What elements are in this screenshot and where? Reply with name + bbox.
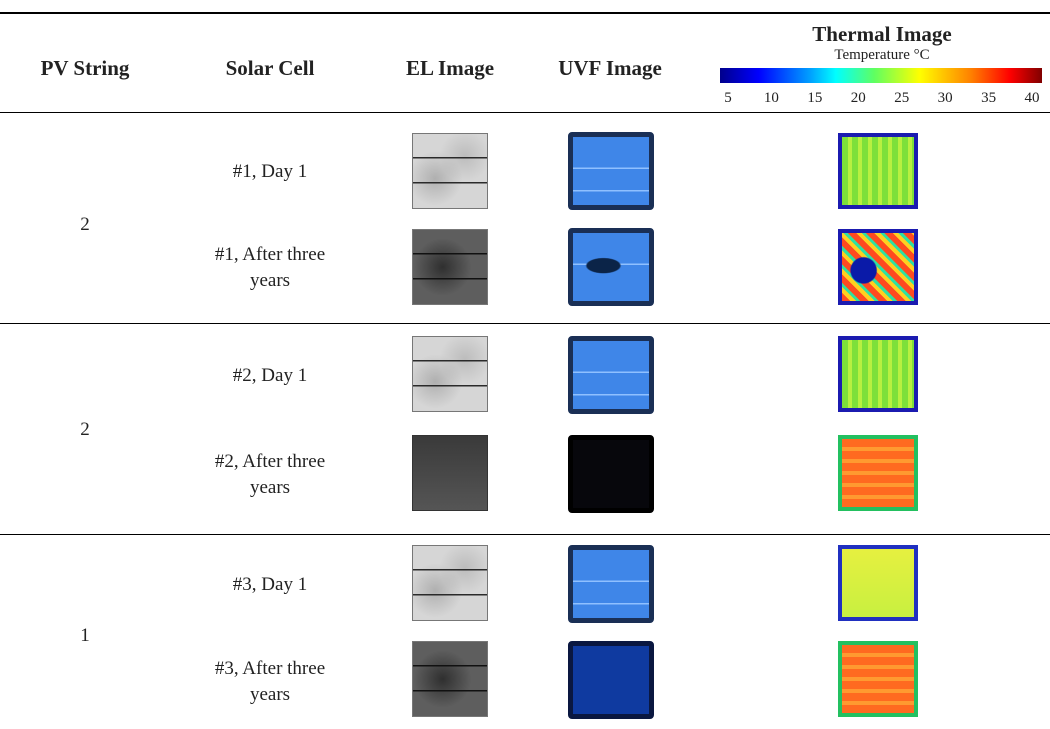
solar-cell: #2, Day 1 bbox=[232, 365, 308, 386]
scale-tick-label: 15 bbox=[807, 90, 823, 106]
scale-tick-label: 25 bbox=[894, 90, 910, 106]
el-image bbox=[412, 435, 488, 511]
thermal-image bbox=[838, 336, 918, 412]
el-image bbox=[412, 641, 488, 717]
scale-tick-label: 5 bbox=[724, 90, 732, 106]
header: PV String bbox=[40, 56, 130, 80]
group-rule bbox=[0, 534, 1050, 535]
header: Thermal Image bbox=[812, 22, 952, 46]
pv-string: 2 bbox=[80, 419, 90, 440]
el-image bbox=[412, 336, 488, 412]
top-rule bbox=[0, 12, 1050, 14]
uvf-image bbox=[568, 132, 654, 210]
thermal-image bbox=[838, 229, 918, 305]
thermal-image bbox=[838, 641, 918, 717]
el-image bbox=[412, 545, 488, 621]
el-image bbox=[412, 133, 488, 209]
header: Solar Cell bbox=[225, 56, 315, 80]
uvf-image bbox=[568, 336, 654, 414]
scale-tick-label: 10 bbox=[763, 90, 779, 106]
scale-tick-label: 30 bbox=[937, 90, 953, 106]
thermal-image bbox=[838, 545, 918, 621]
uvf-image bbox=[568, 545, 654, 623]
thermal-image bbox=[838, 133, 918, 209]
scale-label: Temperature °C bbox=[834, 47, 930, 63]
thermal-image bbox=[838, 435, 918, 511]
scale-tick-label: 20 bbox=[850, 90, 866, 106]
header: EL Image bbox=[405, 56, 495, 80]
group-rule bbox=[0, 323, 1050, 324]
solar-cell: #3, Day 1 bbox=[232, 574, 308, 595]
uvf-image bbox=[568, 228, 654, 306]
solar-cell: #3, After three years bbox=[214, 658, 326, 705]
uvf-image bbox=[568, 435, 654, 513]
el-image bbox=[412, 229, 488, 305]
uvf-image bbox=[568, 641, 654, 719]
color-bar bbox=[720, 68, 1042, 83]
pv-string: 1 bbox=[80, 625, 90, 646]
scale-tick-label: 40 bbox=[1024, 90, 1040, 106]
header-rule bbox=[0, 112, 1050, 113]
solar-cell: #1, Day 1 bbox=[232, 161, 308, 182]
solar-cell: #1, After three years bbox=[214, 244, 326, 291]
solar-cell: #2, After three years bbox=[214, 451, 326, 498]
scale-tick-label: 35 bbox=[981, 90, 997, 106]
header: UVF Image bbox=[558, 56, 662, 80]
pv-string: 2 bbox=[80, 214, 90, 235]
